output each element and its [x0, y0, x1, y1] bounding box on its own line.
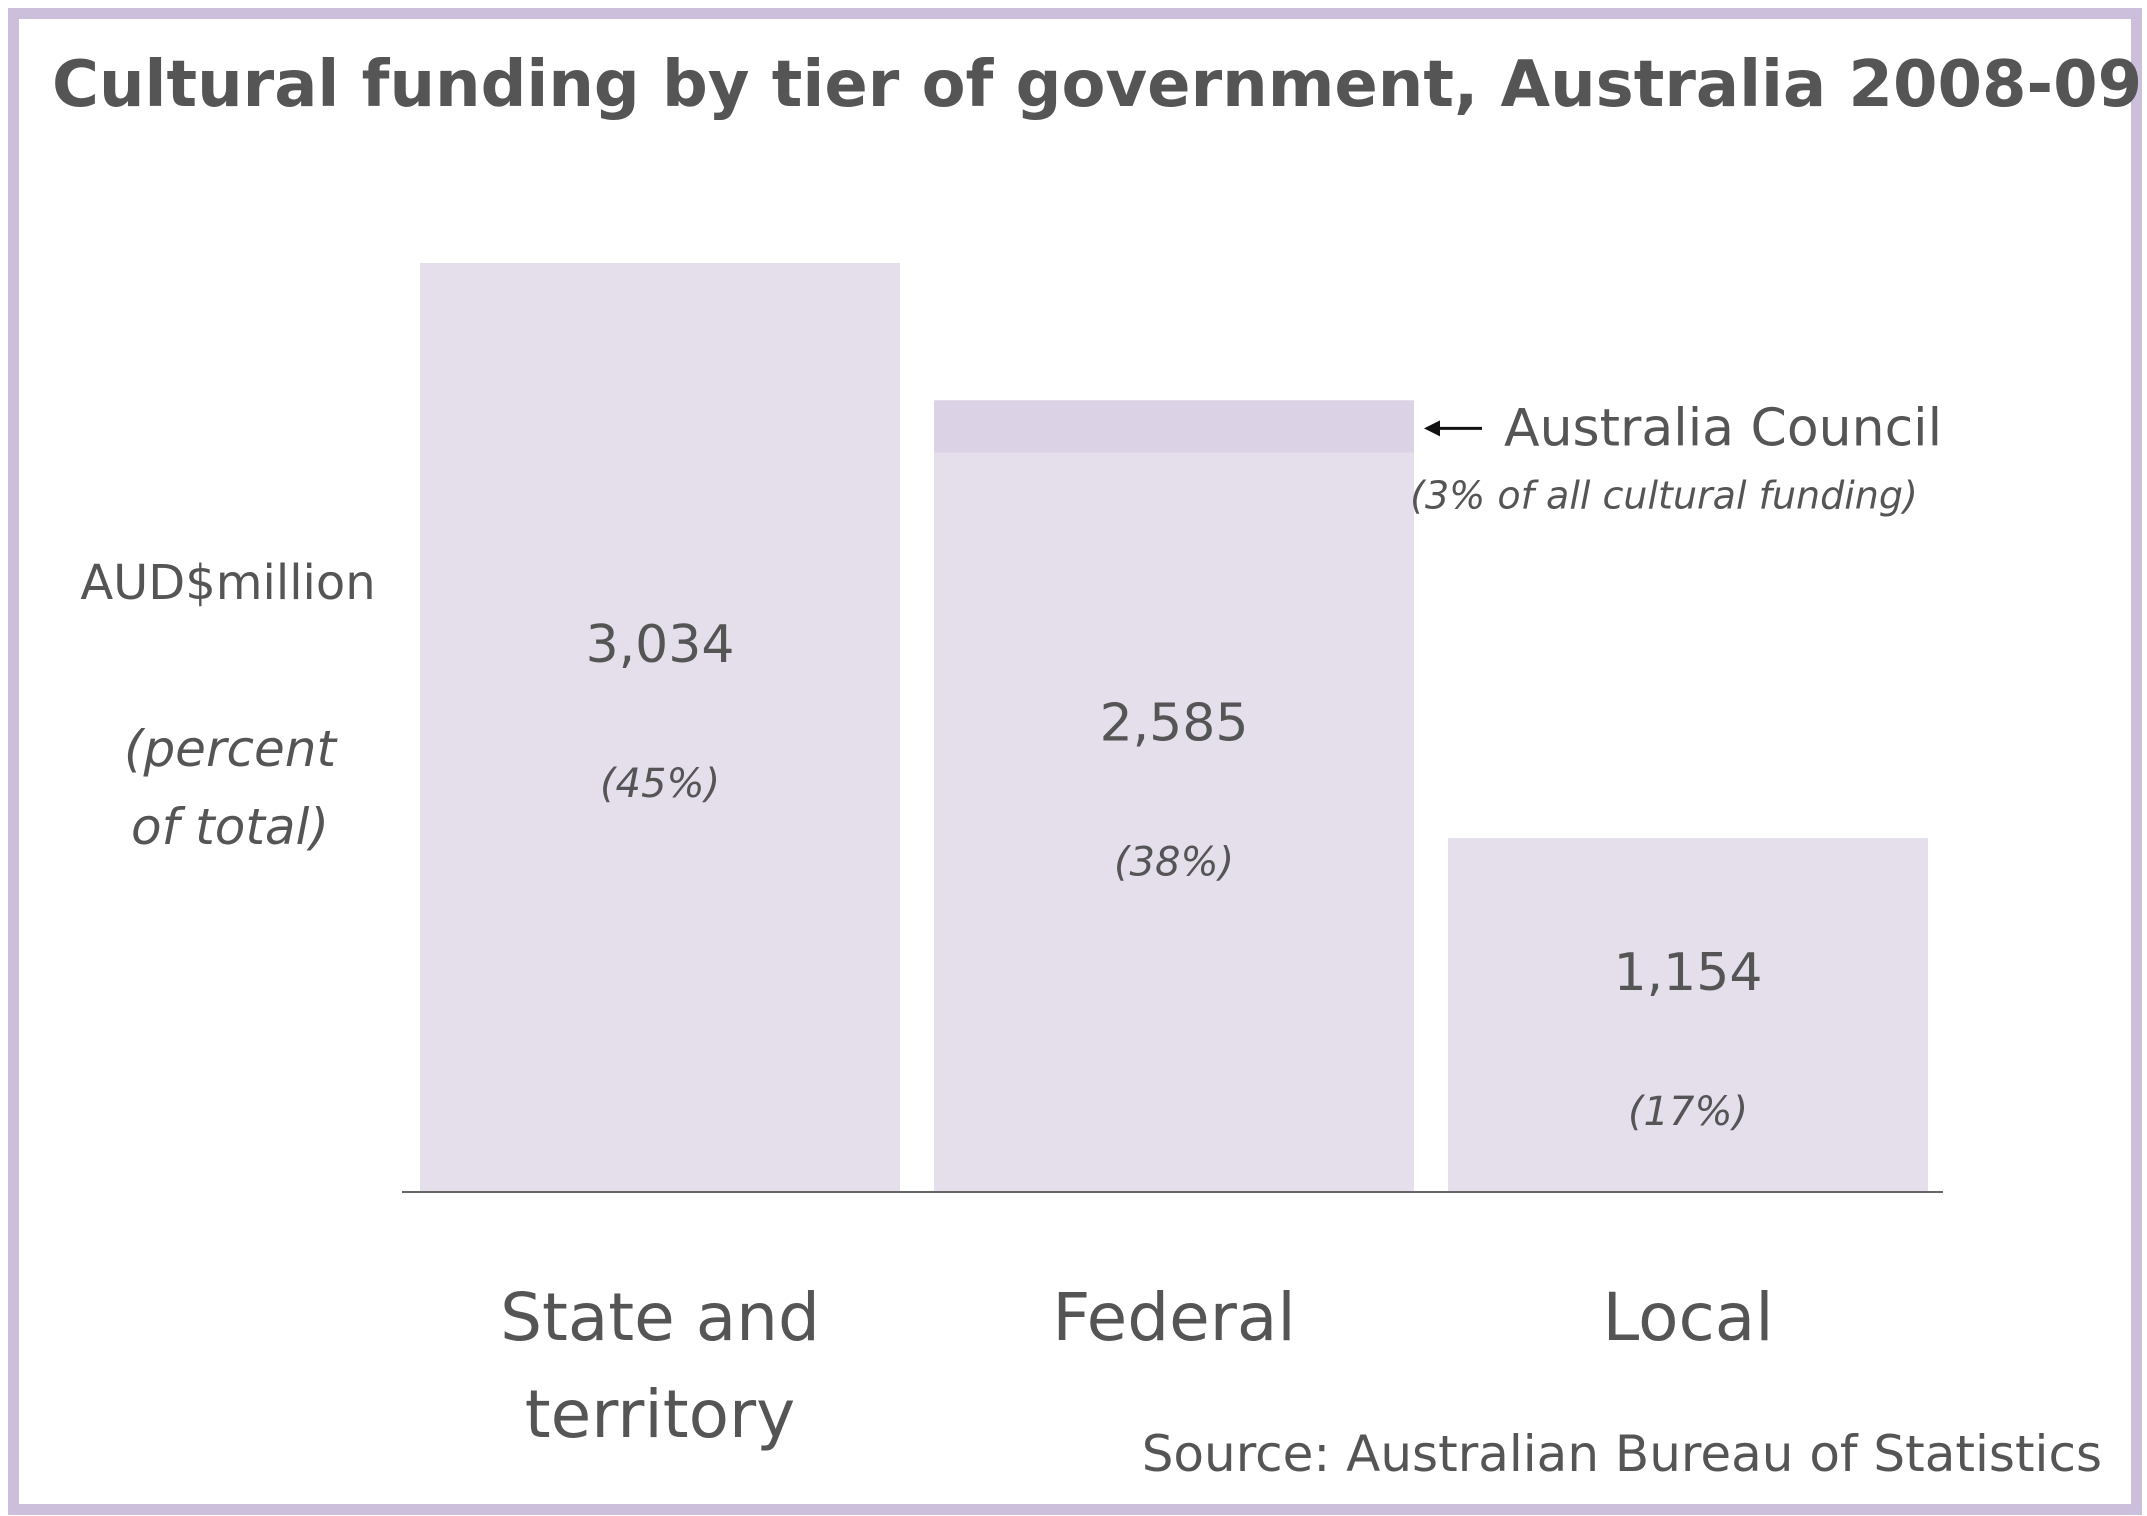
category-label-1: Federal: [1052, 1279, 1295, 1356]
category-label-0-line2: territory: [525, 1376, 795, 1453]
annotation-label: Australia Council: [1504, 398, 1942, 458]
y-axis-sublabel: (percent of total): [123, 720, 337, 856]
category-label-0: State and: [500, 1279, 820, 1356]
bar-percent-label-0: (45%): [600, 761, 720, 807]
bar-value-label-0: 3,034: [586, 615, 735, 675]
y-axis-label: AUD$million: [80, 555, 376, 611]
bar-1: [934, 400, 1414, 1191]
annotation-arrowhead: [1424, 420, 1440, 437]
bar-percent-label-1: (38%): [1114, 839, 1234, 885]
australia-council-band: [934, 400, 1414, 453]
bar-0: [420, 263, 900, 1191]
bar-value-label-1: 2,585: [1100, 693, 1249, 753]
chart-title: Cultural funding by tier of government, …: [52, 48, 2143, 122]
bar-value-label-2: 1,154: [1614, 943, 1763, 1003]
source-note: Source: Australian Bureau of Statistics: [1141, 1425, 2102, 1483]
annotation-sublabel: (3% of all cultural funding): [1410, 473, 1918, 517]
bar-percent-label-2: (17%): [1628, 1089, 1748, 1135]
category-label-2: Local: [1602, 1279, 1773, 1356]
bar-2: [1448, 838, 1928, 1191]
